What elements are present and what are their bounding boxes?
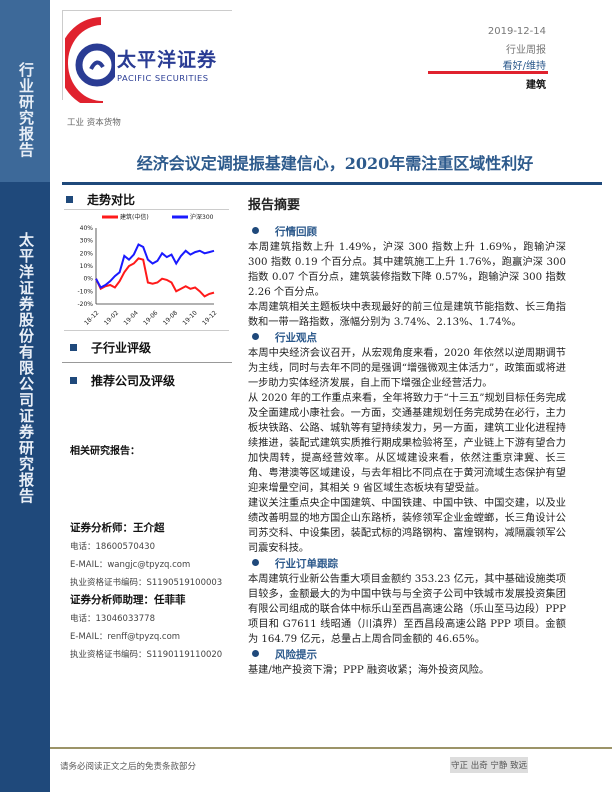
section-heading: 行业观点 [252,330,570,346]
sidebar-bottom-label: 太平洋证券股份有限公司证券研究报告 [17,232,35,504]
y-tick-label: 40% [80,225,94,232]
x-tick-label: 19-06 [142,309,159,326]
summary-title: 报告摘要 [248,198,301,213]
motto: 守正 出奇 宁静 致远 [450,757,529,773]
x-tick-label: 19-04 [122,309,139,326]
logo-mark-icon [65,17,115,103]
section-paragraph: 从 2020 年的工作重点来看，全年将致力于“十三五”规划目标任务完成及全面建成… [248,393,566,494]
section-heading: 行业订单跟踪 [252,556,570,572]
section-paragraph: 本周建筑相关主题板块中表现最好的前三位是建筑节能指数、长三角指数和一带一路指数，… [248,302,566,328]
square-bullet-icon [70,377,77,384]
section-paragraph: 基建/地产投资下滑；PPP 融资收紧；海外投资风险。 [248,665,490,676]
sidebar-top-label: 行业研究报告 [17,62,35,158]
divider [64,330,229,331]
sub-rating-heading: 子行业评级 [70,339,151,356]
trend-chart: 40%30%20%10%0%-10%-20%18-12 19-02 19-04 19-… [77,213,218,327]
rating-divider [428,71,548,74]
industry: 建筑 [526,80,546,91]
y-tick-label: 10% [80,263,94,270]
legend-label: 沪深300 [190,213,214,221]
divider [64,209,229,210]
sidebar-top [0,0,50,182]
disclaimer: 请务必阅读正文之后的免责条款部分 [60,762,197,772]
trend-heading: 走势对比 [66,191,135,208]
square-bullet-icon [66,196,73,203]
logo-en: PACIFIC SECURITIES [117,73,209,83]
x-tick-label: 19-02 [103,309,120,326]
section-paragraph: 建议关注重点央企中国建筑、中国铁建、中国中铁、中国交建，以及业绩改善明显的地方国… [248,498,566,554]
series-line [95,243,215,289]
y-tick-label: 0% [83,276,93,283]
y-tick-label: 30% [80,238,94,245]
bullet-icon [252,333,259,340]
analyst2-email[interactable]: E-MAIL：renff@tpyzq.com [70,632,181,642]
section-paragraph: 本周建筑指数上升 1.49%，沪深 300 指数上升 1.69%，跑输沪深 30… [248,242,566,298]
logo-cn: 太平洋证券 [117,49,218,71]
section-heading: 风险提示 [252,647,570,663]
y-tick-label: -10% [77,288,93,295]
section-paragraph: 本周建筑行业新公告重大项目金额约 353.23 亿元，其中基础设施类项目较多，金… [248,574,566,645]
top-divider [62,182,602,185]
logo: 太平洋证券 PACIFIC SECURITIES [62,10,232,103]
report-date: 2019-12-14 [487,26,546,37]
recommend-heading: 推荐公司及评级 [70,372,175,389]
analyst1-name: 证券分析师：王介超 [70,522,165,534]
analyst2-phone: 电话：13046033778 [70,614,155,624]
bullet-icon [252,227,259,234]
footer-divider [50,747,612,749]
y-tick-label: 20% [80,250,94,257]
sidebar-bottom [0,182,50,792]
x-tick-label: 19-10 [181,309,198,326]
category: 工业 资本货物 [67,118,121,128]
divider [62,362,232,363]
x-tick-label: 19-12 [201,309,218,326]
square-bullet-icon [70,344,77,351]
bullet-icon [252,650,259,657]
series-line [95,257,215,298]
analyst1-phone: 电话：18600570430 [70,542,155,552]
x-tick-label: 18-12 [83,309,100,326]
legend-label: 建筑(中信) [120,213,149,221]
y-tick-label: -20% [77,301,93,308]
analyst1-cert: 执业资格证书编码：S1190519100003 [70,578,223,588]
section-paragraph: 本周中央经济会议召开，从宏观角度来看，2020 年依然以逆周期调节为主线，同时与… [248,348,566,389]
x-tick-label: 19-08 [162,309,179,326]
report-type: 行业周报 [506,45,546,56]
related-reports-heading: 相关研究报告： [70,446,140,457]
analyst2-cert: 执业资格证书编码：S1190119110020 [70,650,223,660]
bullet-icon [252,559,259,566]
analyst2-name: 证券分析师助理：任菲菲 [70,594,186,606]
section-heading: 行情回顾 [252,224,570,240]
summary-body: 行情回顾 本周建筑指数上升 1.49%，沪深 300 指数上升 1.69%，跑输沪… [248,224,566,678]
page-title: 经济会议定调提振基建信心，2020年需注重区域性利好 [136,154,534,173]
analyst1-email[interactable]: E-MAIL：wangjc@tpyzq.com [70,560,191,570]
rating: 看好/维持 [502,61,546,72]
